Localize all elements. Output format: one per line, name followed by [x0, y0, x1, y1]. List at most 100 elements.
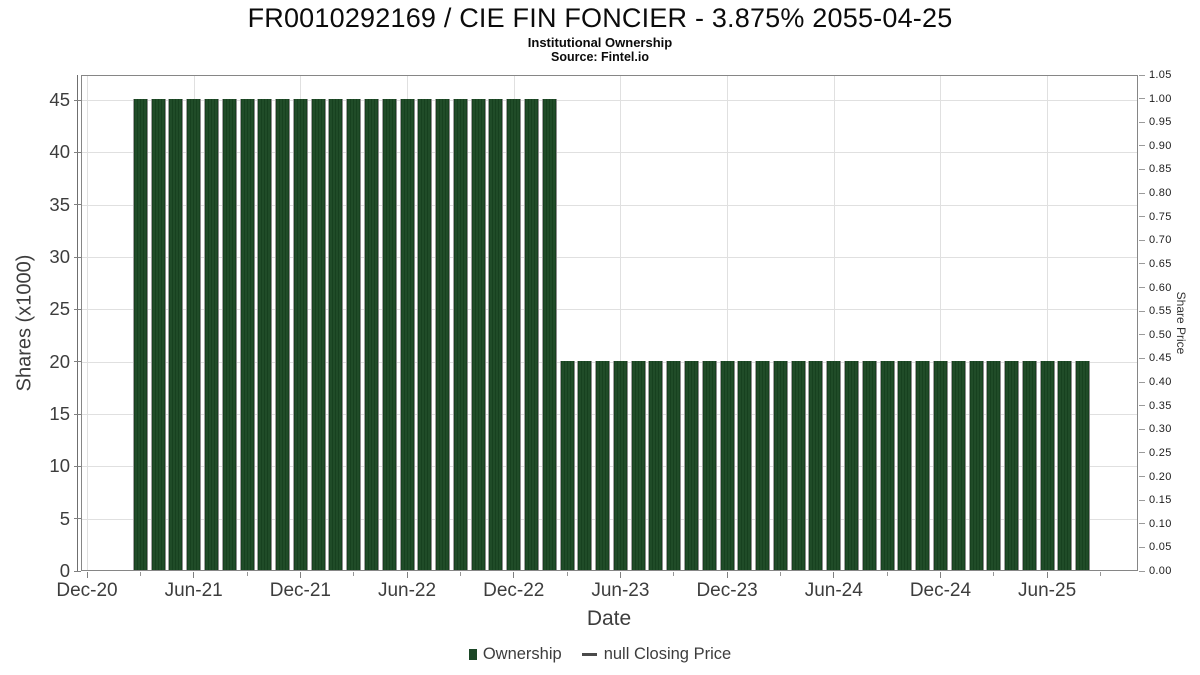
y-tick-mark-right — [1139, 452, 1145, 454]
bar[interactable] — [541, 99, 557, 570]
bar[interactable] — [203, 99, 219, 570]
bar[interactable] — [1075, 361, 1091, 570]
bar[interactable] — [826, 361, 842, 570]
x-minor-tick-mark — [459, 572, 461, 576]
bar[interactable] — [950, 361, 966, 570]
y-tick-label-right: 0.90 — [1149, 139, 1172, 152]
bar[interactable] — [506, 99, 522, 570]
bar[interactable] — [186, 99, 202, 570]
y-tick-label-right: 0.75 — [1149, 210, 1172, 223]
legend-label-ownership: Ownership — [482, 645, 562, 663]
x-tick-mark — [833, 572, 835, 578]
bar[interactable] — [417, 99, 433, 570]
bar[interactable] — [435, 99, 451, 570]
bar[interactable] — [577, 361, 593, 570]
bar[interactable] — [986, 361, 1002, 570]
x-minor-tick-mark — [139, 572, 141, 576]
y-tick-mark-right — [1139, 263, 1145, 265]
bar[interactable] — [701, 361, 717, 570]
bar[interactable] — [132, 99, 148, 570]
bar[interactable] — [239, 99, 255, 570]
bar[interactable] — [808, 361, 824, 570]
v-gridline — [727, 76, 729, 570]
bar[interactable] — [488, 99, 504, 570]
bar[interactable] — [968, 361, 984, 570]
y-tick-label-left: 15 — [49, 403, 70, 424]
y-tick-mark-right — [1139, 192, 1145, 194]
bar[interactable] — [1004, 361, 1020, 570]
bar[interactable] — [684, 361, 700, 570]
bar[interactable] — [363, 99, 379, 570]
y-tick-label-right: 0.95 — [1149, 116, 1172, 129]
bar[interactable] — [612, 361, 628, 570]
y-tick-mark-right — [1139, 334, 1145, 336]
y-tick-label-right: 0.00 — [1149, 565, 1172, 577]
bar[interactable] — [168, 99, 184, 570]
y-tick-mark-right — [1139, 546, 1145, 548]
h-gridline — [82, 100, 1137, 101]
bar[interactable] — [381, 99, 397, 570]
bar[interactable] — [897, 361, 913, 570]
right-axis-title-text: Share Price — [1174, 291, 1188, 355]
y-tick-mark-right — [1139, 74, 1145, 76]
y-tick-label-left: 25 — [49, 298, 70, 320]
y-tick-mark-right — [1139, 310, 1145, 312]
bar[interactable] — [595, 361, 611, 570]
bar[interactable] — [559, 361, 575, 570]
y-tick-mark-right — [1139, 570, 1145, 572]
bar[interactable] — [861, 361, 877, 570]
y-tick-mark-right — [1139, 239, 1145, 241]
bar[interactable] — [257, 99, 273, 570]
y-tick-mark-right — [1139, 145, 1145, 147]
y-tick-mark-left — [74, 570, 81, 572]
price-line-icon — [581, 653, 597, 656]
y-tick-mark-left — [74, 518, 81, 520]
bar[interactable] — [790, 361, 806, 570]
bar[interactable] — [666, 361, 682, 570]
x-tick-mark — [1046, 572, 1048, 578]
y-tick-label-left: 40 — [49, 141, 70, 163]
h-gridline — [82, 309, 1137, 311]
bar[interactable] — [346, 99, 362, 570]
y-tick-mark-right — [1139, 476, 1145, 478]
bar[interactable] — [630, 361, 646, 570]
bar[interactable] — [1057, 361, 1073, 570]
h-gridline — [82, 204, 1137, 206]
left-axis-title-text: Shares (x1000) — [13, 254, 36, 392]
y-tick-label-right: 0.20 — [1149, 470, 1172, 483]
y-tick-mark-right — [1139, 98, 1145, 100]
bar[interactable] — [879, 361, 895, 570]
legend-item-closing-price[interactable]: null Closing Price — [581, 645, 731, 664]
bar[interactable] — [648, 361, 664, 570]
bar[interactable] — [310, 99, 326, 570]
bar[interactable] — [915, 361, 931, 570]
y-tick-mark-right — [1139, 523, 1145, 525]
y-tick-label-right: 1.00 — [1149, 92, 1172, 105]
bar[interactable] — [150, 99, 166, 570]
y-tick-mark-left — [74, 361, 81, 363]
y-tick-mark-right — [1139, 287, 1145, 289]
bar[interactable] — [275, 99, 291, 570]
x-minor-tick-mark — [353, 572, 355, 576]
bar[interactable] — [524, 99, 539, 570]
v-gridline — [620, 76, 622, 570]
x-minor-tick-mark — [886, 572, 888, 576]
bar[interactable] — [755, 361, 771, 570]
bar[interactable] — [719, 361, 735, 570]
bar[interactable] — [737, 361, 753, 570]
bar[interactable] — [452, 99, 468, 570]
bar[interactable] — [292, 99, 308, 570]
bar[interactable] — [844, 361, 860, 570]
bar[interactable] — [399, 99, 415, 570]
bar[interactable] — [470, 99, 486, 570]
y-tick-mark-left — [74, 204, 81, 206]
bar[interactable] — [221, 99, 237, 570]
y-tick-label-right: 0.30 — [1149, 423, 1172, 436]
bar[interactable] — [932, 361, 948, 570]
bar[interactable] — [1039, 361, 1055, 570]
y-tick-label-right: 0.80 — [1149, 187, 1172, 200]
bar[interactable] — [328, 99, 344, 570]
bar[interactable] — [772, 361, 788, 570]
bar[interactable] — [1021, 361, 1037, 570]
legend-item-ownership[interactable]: Ownership — [468, 645, 562, 664]
